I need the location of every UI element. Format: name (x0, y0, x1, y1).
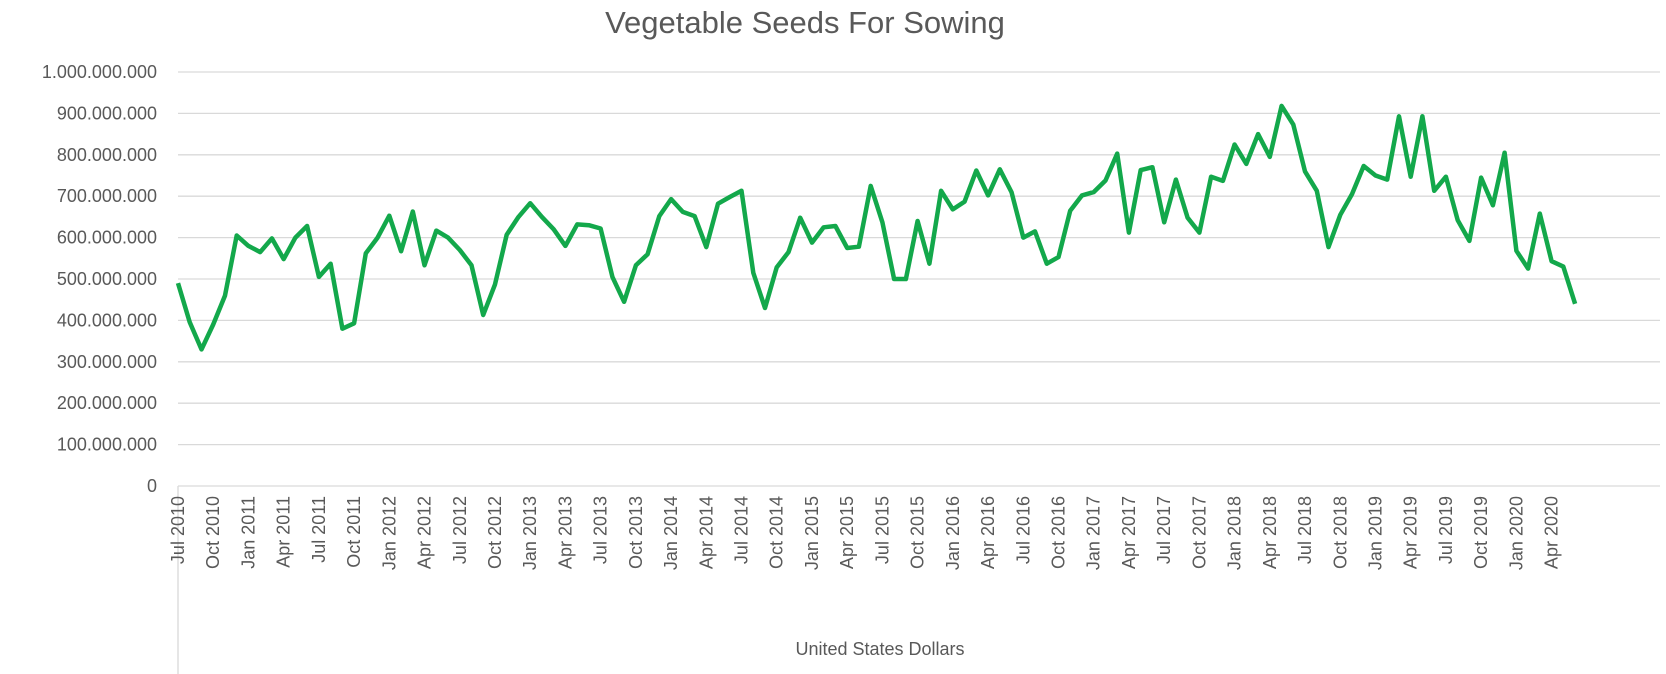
x-tick-label: Jan 2019 (1365, 496, 1385, 570)
y-tick-label: 400.000.000 (57, 310, 157, 330)
x-tick-label: Apr 2020 (1542, 496, 1562, 569)
x-tick-label: Apr 2015 (837, 496, 857, 569)
x-tick-label: Jul 2019 (1436, 496, 1456, 564)
x-tick-label: Jul 2012 (450, 496, 470, 564)
x-tick-label: Jul 2016 (1013, 496, 1033, 564)
x-tick-label: Jan 2013 (520, 496, 540, 570)
x-tick-label: Oct 2018 (1330, 496, 1350, 569)
y-tick-label: 300.000.000 (57, 352, 157, 372)
y-tick-label: 700.000.000 (57, 186, 157, 206)
data-line (175, 103, 1578, 352)
y-tick-label: 100.000.000 (57, 435, 157, 455)
x-axis-title: United States Dollars (795, 639, 964, 659)
chart-title: Vegetable Seeds For Sowing (605, 5, 1005, 40)
x-tick-label: Jan 2014 (661, 496, 681, 570)
x-tick-label: Apr 2012 (415, 496, 435, 569)
x-tick-label: Jan 2012 (379, 496, 399, 570)
x-tick-label: Jan 2017 (1084, 496, 1104, 570)
x-tick-label: Oct 2019 (1471, 496, 1491, 569)
x-tick-label: Jul 2014 (732, 496, 752, 564)
x-tick-label: Jul 2011 (309, 496, 329, 563)
x-tick-label: Oct 2011 (344, 496, 364, 568)
x-tick-label: Oct 2017 (1189, 496, 1209, 569)
x-tick-label: Jan 2011 (238, 496, 258, 569)
y-tick-label: 1.000.000.000 (42, 62, 157, 82)
x-tick-label: Apr 2019 (1401, 496, 1421, 569)
x-tick-label: Apr 2011 (274, 496, 294, 568)
x-tick-label: Jul 2017 (1154, 496, 1174, 564)
y-tick-label: 600.000.000 (57, 228, 157, 248)
x-tick-label: Jul 2018 (1295, 496, 1315, 564)
y-tick-label: 900.000.000 (57, 103, 157, 123)
x-tick-label: Apr 2013 (555, 496, 575, 569)
x-tick-label: Jul 2010 (168, 496, 188, 564)
x-tick-label: Jan 2015 (802, 496, 822, 570)
x-tick-label: Jul 2013 (591, 496, 611, 564)
y-tick-label: 0 (147, 476, 157, 496)
x-tick-label: Jan 2020 (1506, 496, 1526, 570)
y-tick-label: 200.000.000 (57, 393, 157, 413)
x-tick-label: Jan 2016 (943, 496, 963, 570)
y-tick-label: 500.000.000 (57, 269, 157, 289)
x-tick-label: Jan 2018 (1225, 496, 1245, 570)
x-tick-label: Oct 2015 (908, 496, 928, 569)
x-tick-label: Oct 2012 (485, 496, 505, 569)
x-tick-label: Oct 2010 (203, 496, 223, 569)
x-tick-label: Apr 2016 (978, 496, 998, 569)
x-tick-label: Oct 2013 (626, 496, 646, 569)
y-tick-label: 800.000.000 (57, 145, 157, 165)
x-tick-label: Oct 2014 (767, 496, 787, 569)
x-tick-label: Oct 2016 (1049, 496, 1069, 569)
x-tick-label: Jul 2015 (872, 496, 892, 564)
x-tick-label: Apr 2014 (696, 496, 716, 569)
x-tick-label: Apr 2018 (1260, 496, 1280, 569)
x-tick-label: Apr 2017 (1119, 496, 1139, 569)
